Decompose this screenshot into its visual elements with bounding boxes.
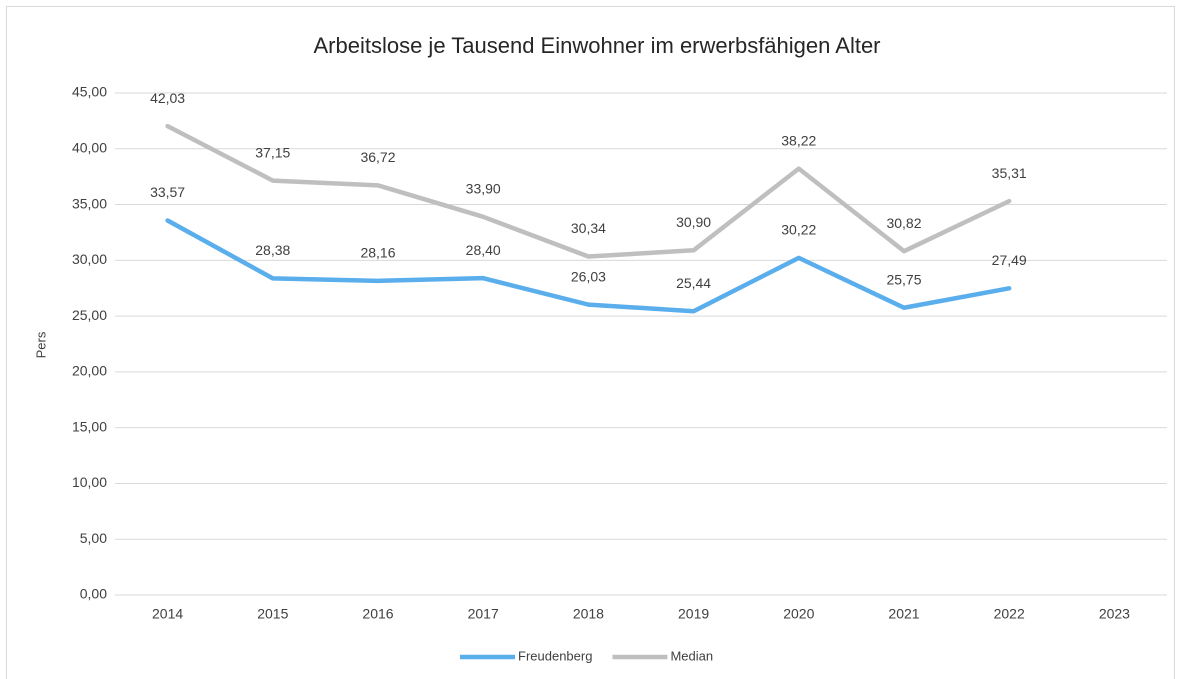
data-label: 42,03 xyxy=(150,90,185,106)
x-tick-label: 2014 xyxy=(152,606,183,622)
y-tick-label: 40,00 xyxy=(72,139,107,155)
x-tick-label: 2020 xyxy=(783,606,814,622)
data-label: 36,72 xyxy=(360,149,395,165)
line-series xyxy=(165,218,1012,314)
data-label: 37,15 xyxy=(255,144,290,160)
y-axis-label: Pers xyxy=(33,331,48,358)
x-tick-label: 2019 xyxy=(678,606,709,622)
line-series xyxy=(165,123,1012,259)
x-tick-label: 2017 xyxy=(468,606,499,622)
x-tick-label: 2015 xyxy=(257,606,288,622)
data-label: 28,16 xyxy=(360,245,395,261)
data-label: 27,49 xyxy=(992,252,1027,268)
y-tick-label: 5,00 xyxy=(80,530,107,546)
data-label: 28,40 xyxy=(466,242,501,258)
y-tick-label: 35,00 xyxy=(72,195,107,211)
x-tick-label: 2023 xyxy=(1099,606,1130,622)
chart-border xyxy=(6,6,1175,679)
data-label: 30,34 xyxy=(571,220,606,236)
data-label: 25,75 xyxy=(886,271,921,287)
data-label: 30,90 xyxy=(676,214,711,230)
y-tick-label: 20,00 xyxy=(72,363,107,379)
data-label: 25,44 xyxy=(676,275,711,291)
x-tick-label: 2022 xyxy=(994,606,1025,622)
y-tick-label: 25,00 xyxy=(72,307,107,323)
x-tick-label: 2021 xyxy=(888,606,919,622)
data-label: 26,03 xyxy=(571,268,606,284)
x-tick-label: 2016 xyxy=(362,606,393,622)
data-label: 35,31 xyxy=(992,165,1027,181)
data-label: 38,22 xyxy=(781,132,816,148)
legend-label: Freudenberg xyxy=(518,648,592,663)
y-tick-label: 10,00 xyxy=(72,474,107,490)
data-label: 30,22 xyxy=(781,222,816,238)
y-tick-label: 30,00 xyxy=(72,251,107,267)
data-label: 30,82 xyxy=(886,215,921,231)
x-tick-label: 2018 xyxy=(573,606,604,622)
data-label: 33,57 xyxy=(150,184,185,200)
y-tick-label: 0,00 xyxy=(80,586,107,602)
data-label: 33,90 xyxy=(466,181,501,197)
chart-title: Arbeitslose je Tausend Einwohner im erwe… xyxy=(313,33,880,58)
y-tick-label: 15,00 xyxy=(72,418,107,434)
y-tick-label: 45,00 xyxy=(72,84,107,100)
data-label: 28,38 xyxy=(255,242,290,258)
legend-label: Median xyxy=(670,648,713,663)
